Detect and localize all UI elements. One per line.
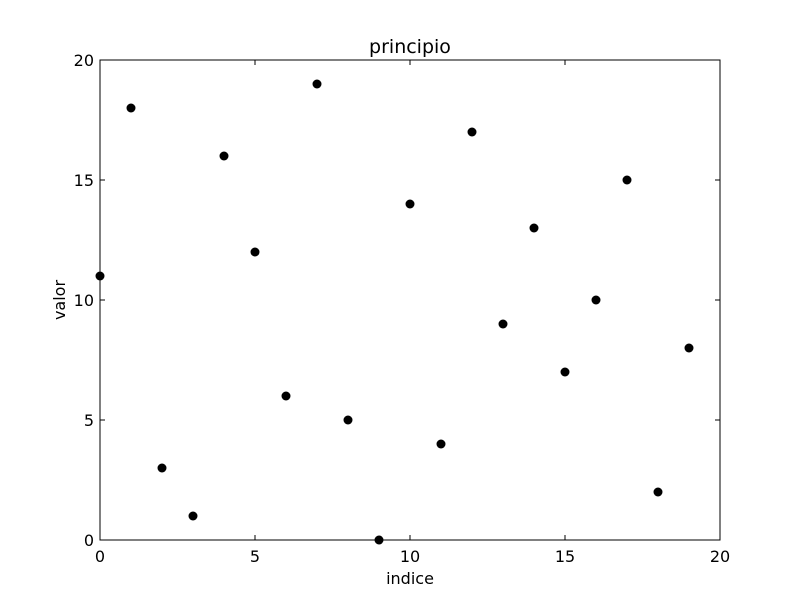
y-tick-label: 0 <box>84 531 94 550</box>
data-point <box>188 511 198 521</box>
data-point <box>250 247 260 257</box>
data-point <box>560 367 570 377</box>
chart-title: principio <box>369 36 451 58</box>
data-point <box>374 535 384 545</box>
x-tick-label: 10 <box>400 547 420 566</box>
data-point <box>405 199 415 209</box>
y-tick-label: 15 <box>74 171 94 190</box>
data-point <box>281 391 291 401</box>
data-point <box>467 127 477 137</box>
data-point <box>95 271 105 281</box>
x-tick-label: 15 <box>555 547 575 566</box>
x-axis: 0 5 10 15 20 <box>95 60 730 566</box>
data-point <box>622 175 632 185</box>
x-tick-label: 5 <box>250 547 260 566</box>
data-point <box>157 463 167 473</box>
y-axis-label: valor <box>50 280 69 321</box>
plot-area <box>99 59 721 541</box>
y-tick-label: 20 <box>74 51 94 70</box>
data-point <box>436 439 446 449</box>
x-tick-label: 0 <box>95 547 105 566</box>
y-tick-label: 10 <box>74 291 94 310</box>
data-point <box>126 103 136 113</box>
data-point <box>529 223 539 233</box>
data-point <box>653 487 663 497</box>
data-point <box>312 79 322 89</box>
data-point <box>684 343 694 353</box>
y-axis: 0 5 10 15 20 <box>74 51 720 550</box>
y-tick-label: 5 <box>84 411 94 430</box>
data-point <box>343 415 353 425</box>
x-axis-label: indice <box>386 569 434 588</box>
data-points <box>95 79 694 545</box>
data-point <box>498 319 508 329</box>
data-point <box>591 295 601 305</box>
data-point <box>219 151 229 161</box>
x-tick-label: 20 <box>710 547 730 566</box>
